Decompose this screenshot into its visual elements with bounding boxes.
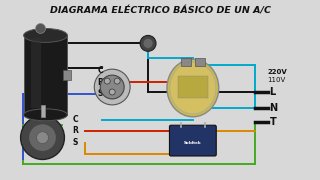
Circle shape — [109, 89, 115, 95]
Ellipse shape — [170, 62, 216, 114]
Circle shape — [20, 116, 64, 159]
Text: S: S — [72, 138, 78, 147]
Text: R: R — [72, 126, 78, 135]
Bar — [63, 70, 71, 80]
Circle shape — [36, 24, 45, 33]
Text: DIAGRAMA ELÉCTRICO BÁSICO DE UN A/C: DIAGRAMA ELÉCTRICO BÁSICO DE UN A/C — [50, 6, 270, 15]
Text: Soldtek: Soldtek — [184, 141, 202, 145]
Ellipse shape — [24, 109, 68, 121]
Circle shape — [36, 132, 49, 144]
Circle shape — [28, 124, 56, 152]
Circle shape — [143, 38, 153, 48]
Ellipse shape — [167, 59, 219, 117]
Text: L: L — [269, 87, 276, 97]
Text: S: S — [97, 89, 103, 98]
Circle shape — [100, 75, 124, 99]
Text: T: T — [269, 117, 276, 127]
Bar — [178, 76, 208, 98]
Bar — [24, 35, 68, 115]
Text: C: C — [72, 115, 78, 124]
Text: C: C — [97, 66, 103, 75]
Circle shape — [94, 69, 130, 105]
FancyBboxPatch shape — [170, 125, 216, 156]
Bar — [31, 38, 41, 108]
Bar — [181, 58, 191, 66]
Bar — [195, 58, 205, 66]
Text: N: N — [269, 103, 278, 113]
Text: 220V: 220V — [268, 69, 287, 75]
Ellipse shape — [24, 28, 68, 42]
Text: 110V: 110V — [268, 77, 286, 83]
Circle shape — [140, 35, 156, 51]
Bar — [41, 105, 44, 117]
Circle shape — [104, 78, 110, 84]
Text: R: R — [97, 78, 103, 87]
Circle shape — [114, 78, 120, 84]
